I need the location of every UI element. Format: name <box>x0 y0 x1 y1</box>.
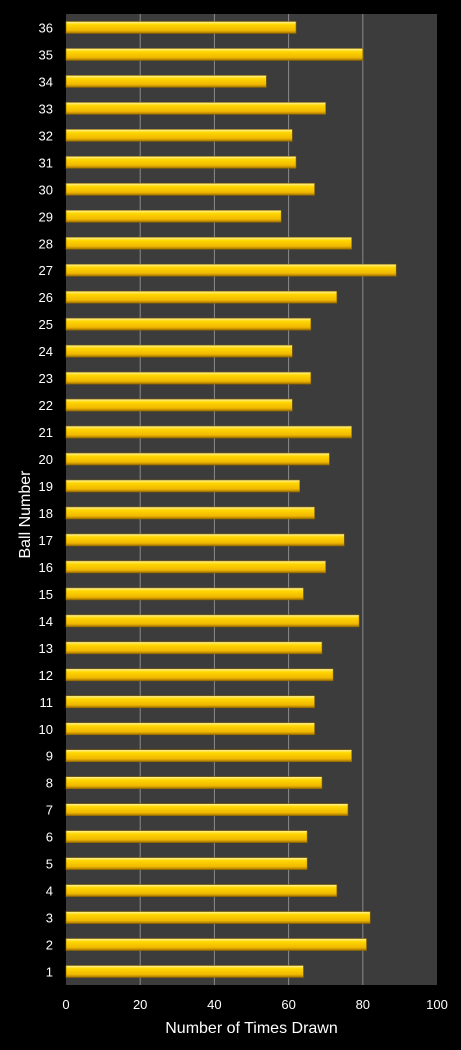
bar <box>65 587 304 601</box>
y-tick-label: 8 <box>46 776 53 791</box>
bar <box>65 479 301 493</box>
plot-area <box>66 14 437 985</box>
y-tick-label: 34 <box>39 74 53 89</box>
y-tick-label: 30 <box>39 182 53 197</box>
bar <box>65 965 304 978</box>
bar <box>65 21 297 34</box>
y-tick-label: 11 <box>40 695 54 710</box>
bar <box>65 425 352 439</box>
y-tick-label: 13 <box>39 641 53 656</box>
y-tick-label: 27 <box>39 263 53 278</box>
bar <box>65 533 345 547</box>
y-tick-label: 1 <box>46 965 53 980</box>
y-tick-label: 33 <box>39 101 53 116</box>
bar <box>65 884 338 897</box>
bar <box>65 938 367 951</box>
y-tick-label: 22 <box>39 398 53 413</box>
y-tick-label: 18 <box>39 506 53 521</box>
x-tick-label: 80 <box>356 997 370 1012</box>
y-tick-label: 20 <box>39 452 53 467</box>
bar <box>65 614 360 628</box>
bar <box>65 371 312 385</box>
bar <box>65 236 352 250</box>
y-tick-label: 19 <box>39 479 53 494</box>
bar <box>65 398 293 412</box>
y-tick-label: 35 <box>39 47 53 62</box>
bar <box>65 48 364 61</box>
bar <box>65 560 327 574</box>
y-tick-label: 29 <box>39 209 53 224</box>
bar <box>65 183 315 196</box>
bar <box>65 209 282 223</box>
x-tick-label: 60 <box>281 997 295 1012</box>
bar <box>65 749 352 763</box>
bar <box>65 641 323 655</box>
bar <box>65 290 338 304</box>
x-tick-labels: 0 20 40 60 80 100 <box>62 997 447 1012</box>
y-tick-label: 4 <box>46 884 53 899</box>
bar <box>65 344 293 358</box>
x-tick-label: 20 <box>133 997 147 1012</box>
y-tick-label: 7 <box>46 803 53 818</box>
bar <box>65 857 308 870</box>
bar <box>65 506 315 520</box>
bar <box>65 695 315 709</box>
bar <box>65 776 323 790</box>
x-axis-title: Number of Times Drawn <box>165 1020 338 1037</box>
y-tick-label: 32 <box>39 128 53 143</box>
y-tick-label: 31 <box>39 155 53 170</box>
y-tick-label: 5 <box>46 857 53 872</box>
y-axis-title: Ball Number <box>17 470 34 559</box>
bar <box>65 75 267 88</box>
bar <box>65 830 308 843</box>
x-tick-label: 100 <box>426 997 448 1012</box>
bar <box>65 803 349 816</box>
y-tick-label: 28 <box>39 236 53 251</box>
bar <box>65 668 334 682</box>
y-tick-label: 2 <box>46 938 53 953</box>
bar <box>65 722 315 736</box>
y-tick-label: 36 <box>39 20 53 35</box>
y-tick-label: 10 <box>39 722 53 737</box>
gridlines <box>139 14 364 985</box>
y-tick-label: 24 <box>39 344 53 359</box>
y-tick-label: 12 <box>39 668 53 683</box>
y-tick-label: 6 <box>46 830 53 845</box>
x-tick-label: 0 <box>62 997 69 1012</box>
bar <box>65 263 397 277</box>
y-tick-labels: 1234567891011121314151617181920212223242… <box>39 20 53 979</box>
y-tick-label: 16 <box>39 560 53 575</box>
x-tick-label: 40 <box>207 997 221 1012</box>
bar <box>65 911 371 924</box>
y-tick-label: 3 <box>46 911 53 926</box>
bar <box>65 452 330 466</box>
bars <box>65 21 397 978</box>
y-tick-label: 25 <box>39 317 53 332</box>
bar <box>65 317 312 331</box>
bar <box>65 129 293 142</box>
bar <box>65 156 297 169</box>
y-tick-label: 26 <box>39 290 53 305</box>
y-tick-label: 23 <box>39 371 53 386</box>
y-tick-label: 9 <box>46 749 53 764</box>
y-tick-label: 15 <box>39 587 53 602</box>
y-tick-label: 17 <box>39 533 53 548</box>
y-tick-label: 21 <box>39 425 53 440</box>
bar <box>65 102 327 115</box>
y-tick-label: 14 <box>39 614 53 629</box>
